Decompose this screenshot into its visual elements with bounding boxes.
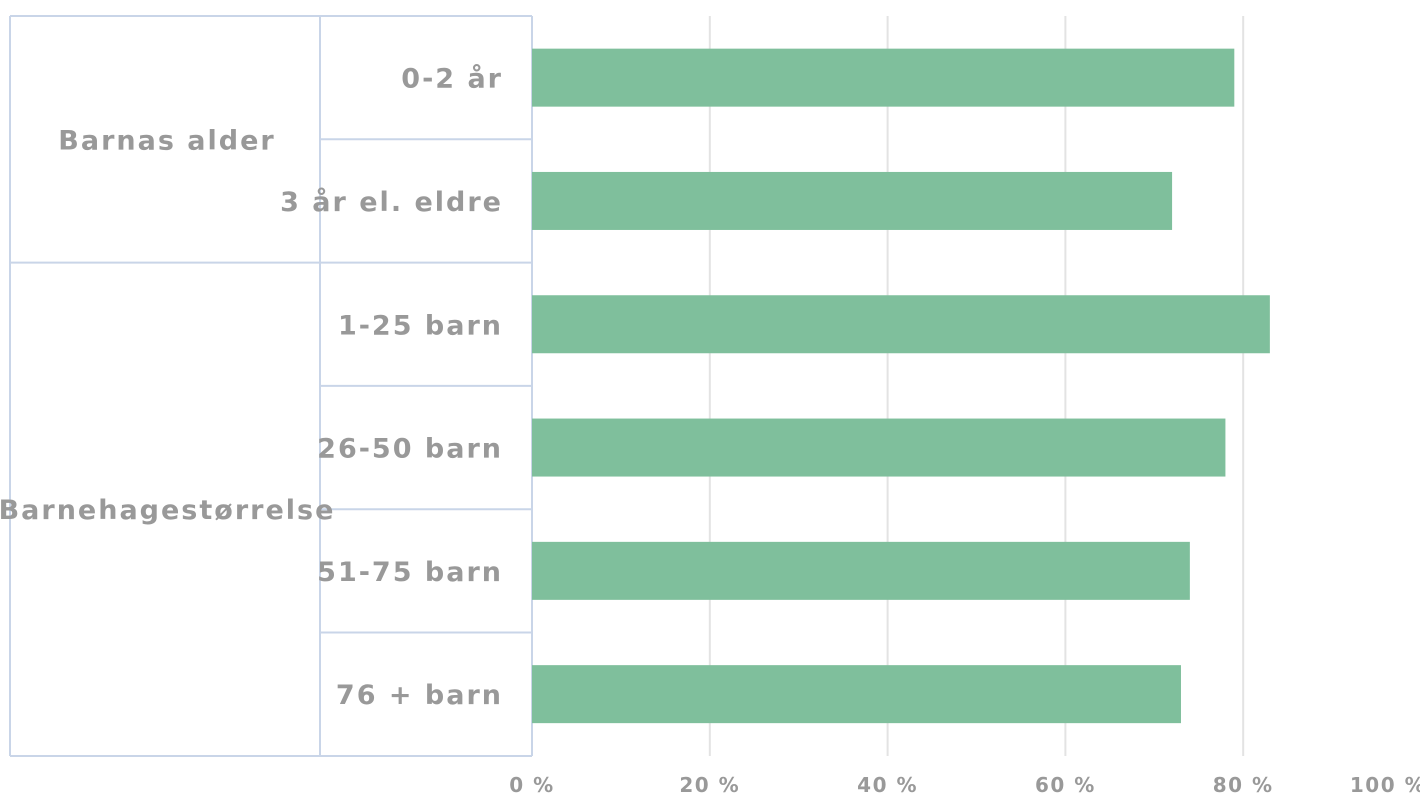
- x-tick-label: 100 %: [1350, 773, 1420, 795]
- category-labels: Barnas alder 0-2 år 3 år el. eldre Barnehag…: [0, 63, 503, 712]
- category-label: 3 år el. eldre: [280, 186, 503, 218]
- category-label: 1-25 barn: [338, 310, 503, 341]
- category-label: 26-50 barn: [317, 434, 503, 465]
- bar: [532, 665, 1181, 724]
- category-label: 0-2 år: [401, 63, 503, 95]
- bar: [532, 48, 1235, 107]
- x-tick-label: 20 %: [679, 773, 740, 795]
- bar: [532, 418, 1226, 477]
- x-tick-label: 0 %: [509, 773, 554, 795]
- x-axis-ticks: 0 % 20 % 40 % 60 % 80 % 100 %: [509, 773, 1420, 795]
- bar: [532, 295, 1270, 354]
- category-label: 51-75 barn: [317, 557, 503, 588]
- category-label: 76 + barn: [336, 680, 503, 711]
- bar: [532, 541, 1190, 600]
- bars: [532, 48, 1270, 724]
- x-tick-label: 60 %: [1035, 773, 1096, 795]
- group-label: Barnas alder: [58, 125, 275, 156]
- group-label: Barnehagestørrelse: [0, 495, 335, 526]
- x-tick-label: 40 %: [857, 773, 918, 795]
- x-tick-label: 80 %: [1213, 773, 1274, 795]
- grid-lines: [708, 16, 1245, 756]
- category-table: [9, 15, 533, 757]
- bar: [532, 171, 1173, 230]
